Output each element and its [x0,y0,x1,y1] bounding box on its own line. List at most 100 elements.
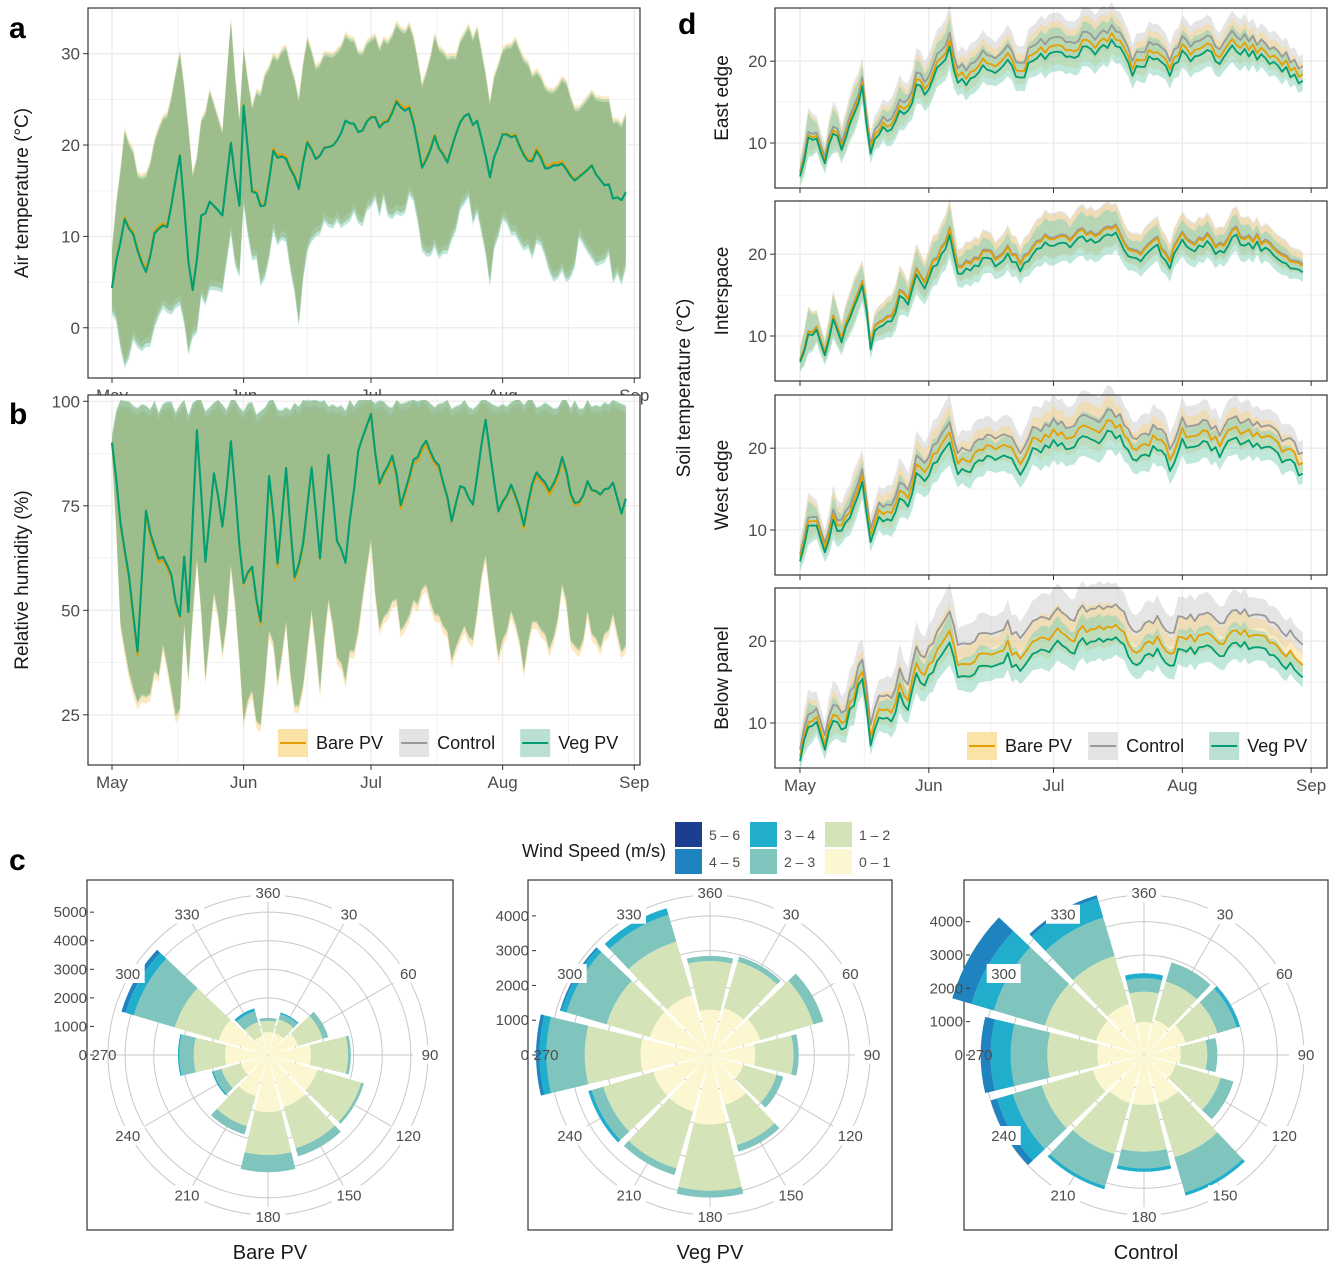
rose-wedge [952,917,1014,1004]
direction-label: 330 [616,907,641,924]
facet-east-edge: 10 20 East edge [712,1,1328,193]
rose-wedge [254,1055,282,1113]
rose-label-bg [774,1185,808,1205]
band-veg-pv [800,16,1303,187]
direction-label: 90 [422,1047,439,1064]
x-tick-label: Sep [619,773,649,792]
radial-tick-label: 3000 [930,947,963,964]
rose-wedge [254,1035,268,1055]
rose-wedge [753,1035,794,1075]
rose-wedge [236,1011,259,1031]
rose-wedge [1165,962,1211,1000]
rose-wedge [1010,1023,1051,1087]
x-tick-label: Aug [1167,776,1197,795]
rose-wedge [1124,973,1164,981]
direction-label: 240 [115,1128,140,1145]
panel-b: 25 50 75 100 May Jun Jul Aug Sep Relative humidit… [12,392,649,792]
legend-item-bare-pv: Bare PV [967,732,1072,760]
panel-a: 0102030MayJunJulAugSepAir temperature (°… [12,7,649,405]
rose-wedge [213,1068,233,1095]
rose-wedge [244,1110,292,1156]
rose-label-bg [986,1126,1021,1145]
panel-label-a: a [9,12,26,45]
rose-wedge [1031,898,1104,952]
rose-wedge [1041,1070,1106,1129]
rose-label-bg [110,964,145,983]
rose-wedge [1107,1003,1144,1055]
wind-legend-label: 0 – 1 [859,854,890,870]
rose-wedge [736,1123,780,1152]
wind-legend-key [750,849,777,874]
rose-wedge [1205,1037,1218,1073]
facet-label: Interspace [712,247,733,336]
legend-label: Veg PV [1247,736,1307,756]
rose-wedge [283,1094,335,1149]
series-line-veg-pv [799,38,1304,177]
legend-item-bare-pv: Bare PV [278,729,383,757]
rose-label-bg [612,1185,646,1205]
rose-label-bg [413,1045,447,1064]
rose-label-bg [391,964,426,983]
rose-label-bg [1127,883,1161,902]
direction-label: 60 [842,966,859,983]
rose-wedge [584,1025,643,1085]
direction-label: 300 [991,966,1016,983]
y-tick-label: 20 [748,245,767,264]
x-tick-label: May [96,773,129,792]
rose-wedge [1214,986,1240,1028]
rose-label-bg [1046,904,1080,924]
rose-wedge [788,973,824,1025]
rose-wedge [640,1038,710,1072]
rose-wedge [1154,981,1197,1029]
rose-wedge [561,948,602,1013]
y-tick-label: 10 [61,227,80,246]
direction-label: 180 [697,1209,722,1226]
direction-label: 120 [838,1128,863,1145]
panel-border [774,200,1328,382]
direction-label: 270 [91,1047,116,1064]
rose-label-bg [855,1045,889,1064]
rose-wedge [278,1013,298,1029]
rose-wedge [1121,1103,1167,1152]
rose-wedge [710,1044,756,1066]
rose-wedge [1096,1020,1144,1055]
rose-wedge [760,1074,784,1108]
legend-label: Veg PV [558,733,618,753]
rose-label-bg [251,1207,285,1226]
rose-wedge [993,947,1070,1026]
rose-title: Veg PV [677,1242,744,1264]
rose-wedge [1012,1085,1067,1150]
direction-label: 240 [991,1128,1016,1145]
radial-tick-label: 2000 [54,990,87,1007]
radial-tick-label: 3000 [496,943,529,960]
rose-wedge [1047,1154,1106,1190]
x-tick-label: Jul [1043,776,1065,795]
direction-label: 120 [396,1128,421,1145]
facet-below-panel: 10 20 May Jun Jul Aug Sep Below panel Bare PV Con… [712,580,1328,795]
rose-wedge [723,961,778,1020]
x-tick-label: May [784,776,817,795]
rose-wedge [338,1082,364,1124]
rose-label-bg [1267,964,1302,983]
rose-wedge [244,1022,263,1041]
wind-speed-legend: Wind Speed (m/s) 5 – 6 4 – 5 3 – 4 2 – 3 1 – … [522,822,890,874]
direction-label: 360 [697,885,722,902]
rose-wedge [1045,917,1115,981]
rose-wedge [1199,988,1237,1034]
rose-wedge [225,1044,268,1066]
rose-wedge [1029,895,1098,937]
rose-wedge [268,1033,299,1055]
band-overlap [112,400,626,724]
rose-wedge [268,1055,306,1108]
rose-wedge [688,961,732,1012]
series-line-veg-pv [799,636,1304,762]
radial-tick-label: 1000 [54,1018,87,1035]
rose-label-bg [833,1126,868,1145]
rose-wedge [221,1063,248,1089]
rose-wedge [1072,1091,1130,1155]
rose-wedge [309,1036,349,1074]
direction-label: 120 [1272,1128,1297,1145]
rose-label-bg [612,904,646,924]
